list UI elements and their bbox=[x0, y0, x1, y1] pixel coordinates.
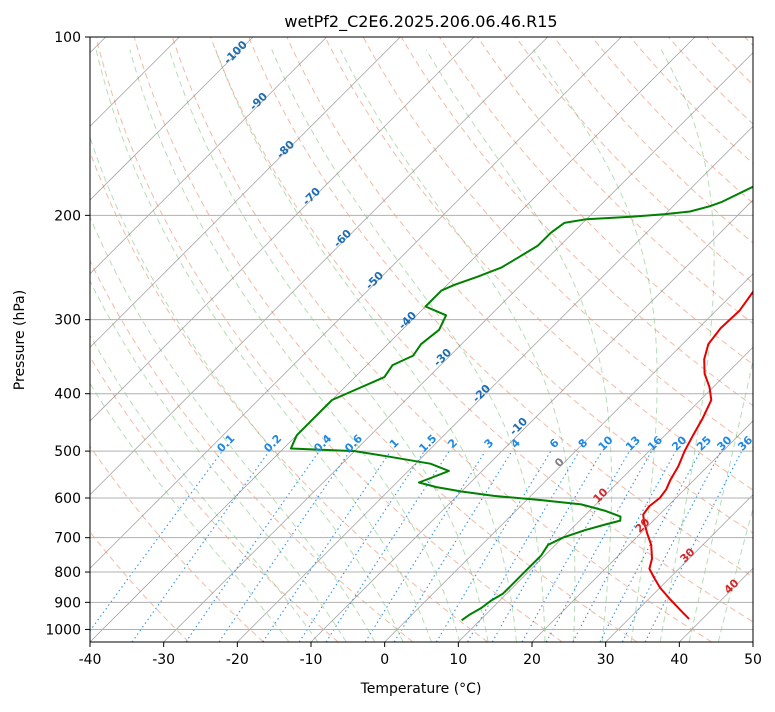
y-tick-label: 400 bbox=[54, 387, 81, 403]
x-tick-label: -40 bbox=[79, 652, 102, 668]
y-tick-label: 300 bbox=[54, 313, 81, 329]
chart-title: wetPf2_C2E6.2025.206.06.46.R15 bbox=[284, 12, 557, 32]
x-tick-label: 0 bbox=[380, 652, 389, 668]
x-tick-label: 50 bbox=[744, 652, 762, 668]
y-tick-label: 900 bbox=[54, 595, 81, 611]
x-tick-label: 10 bbox=[449, 652, 467, 668]
y-tick-label: 800 bbox=[54, 565, 81, 581]
y-tick-label: 100 bbox=[54, 30, 81, 46]
y-tick-label: 500 bbox=[54, 444, 81, 460]
y-tick-label: 700 bbox=[54, 531, 81, 547]
x-tick-label: 30 bbox=[597, 652, 615, 668]
x-tick-label: -30 bbox=[152, 652, 175, 668]
x-tick-label: 20 bbox=[523, 652, 541, 668]
x-tick-label: -20 bbox=[226, 652, 249, 668]
x-tick-label: 40 bbox=[670, 652, 688, 668]
x-tick-label: -10 bbox=[300, 652, 323, 668]
y-tick-label: 200 bbox=[54, 208, 81, 224]
y-tick-label: 1000 bbox=[45, 622, 81, 638]
x-axis-label: Temperature (°C) bbox=[360, 681, 482, 697]
y-axis-label: Pressure (hPa) bbox=[12, 290, 28, 390]
y-tick-label: 600 bbox=[54, 491, 81, 507]
